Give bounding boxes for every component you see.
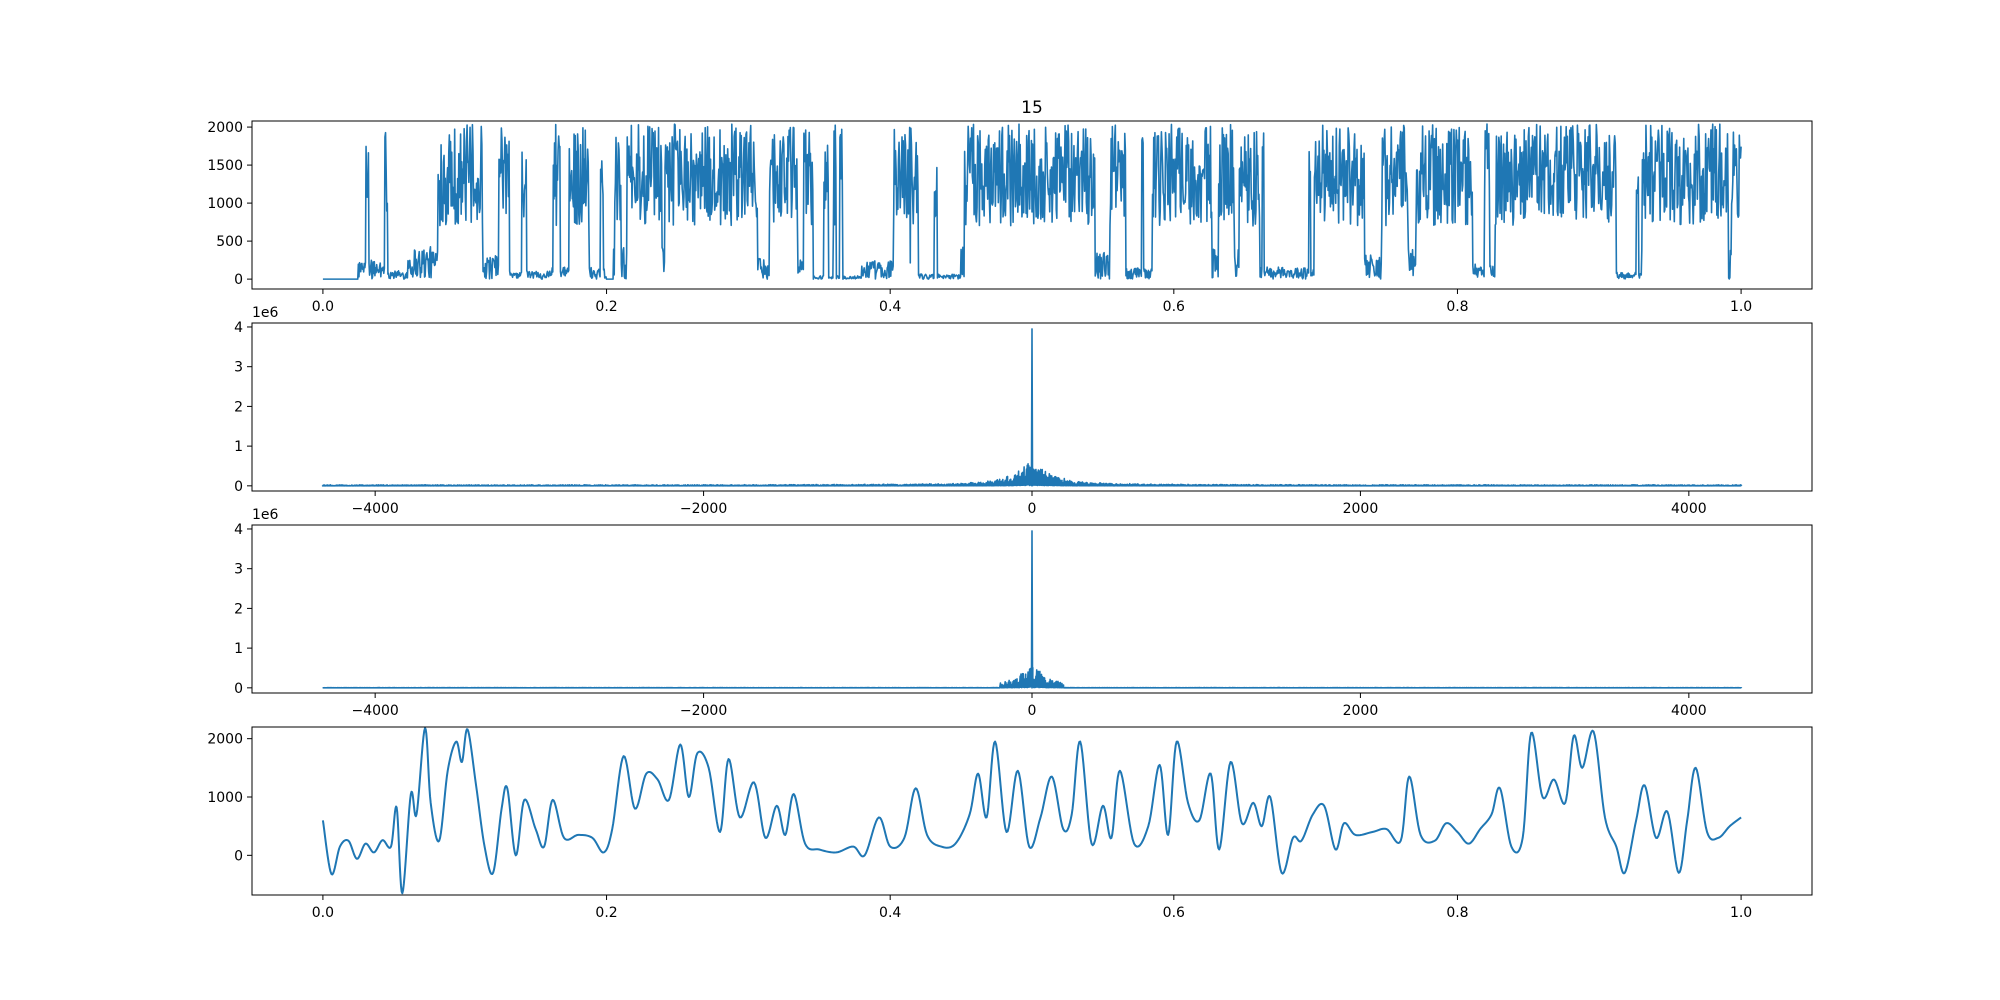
y-tick-label: 2000 [207, 120, 243, 136]
x-tick-label: 0.2 [595, 299, 617, 315]
y-tick-label: 500 [216, 234, 243, 250]
x-tick-label: 0.8 [1446, 299, 1468, 315]
x-tick-label: 0.0 [312, 905, 334, 921]
x-tick-label: 0.0 [312, 299, 334, 315]
y-tick-label: 3 [234, 562, 243, 578]
figure-title: 15 [1021, 98, 1043, 118]
reconstructed-signal-panel: 0.0 0.2 0.4 0.6 0.8 1.0 0 1000 2000 [207, 726, 1813, 921]
x-tick-label: 4000 [1671, 703, 1707, 719]
x-tick-label: 0.6 [1163, 299, 1185, 315]
time-signal-panel: 0.0 0.2 0.4 0.6 0.8 1.0 0 500 1000 1500 2000 [207, 120, 1813, 315]
x-tick-label: 1.0 [1730, 299, 1752, 315]
y-tick-label: 0 [234, 681, 243, 697]
x-tick-label: 4000 [1671, 501, 1707, 517]
series-line [321, 328, 1743, 487]
x-tick-label: 0 [1028, 703, 1037, 719]
y-tick-label: 0 [234, 272, 243, 288]
y-tick-label: 1 [234, 641, 243, 657]
axes-frame [251, 726, 1813, 896]
x-tick-label: 0.6 [1163, 905, 1185, 921]
x-tick-label: 0.4 [879, 299, 901, 315]
y-tick-label: 2 [234, 399, 243, 415]
x-tick-label: 0.8 [1446, 905, 1468, 921]
x-tick-label: −2000 [680, 703, 727, 719]
x-tick-label: 0 [1028, 501, 1037, 517]
x-tick-label: 2000 [1343, 501, 1379, 517]
series-line [322, 123, 1742, 280]
y-tick-label: 2000 [207, 732, 243, 748]
x-tick-label: 0.4 [879, 905, 901, 921]
y-tick-label: 0 [234, 479, 243, 495]
x-tick-label: 1.0 [1730, 905, 1752, 921]
y-tick-label: 0 [234, 848, 243, 864]
y-tick-label: 4 [234, 320, 243, 336]
y-tick-label: 2 [234, 601, 243, 617]
x-tick-label: −4000 [351, 703, 398, 719]
offset-label: 1e6 [252, 305, 279, 321]
series-line [322, 530, 1743, 689]
axes-frame [251, 120, 1813, 290]
y-tick-label: 1500 [207, 158, 243, 174]
y-tick-label: 1000 [207, 790, 243, 806]
y-tick-label: 4 [234, 522, 243, 538]
x-tick-label: 0.2 [595, 905, 617, 921]
y-tick-label: 1 [234, 439, 243, 455]
x-tick-label: 2000 [1343, 703, 1379, 719]
x-tick-label: −2000 [680, 501, 727, 517]
x-tick-label: −4000 [351, 501, 398, 517]
series-line [321, 727, 1742, 895]
y-tick-label: 3 [234, 360, 243, 376]
spectrum-panel: −4000 −2000 0 2000 4000 0 1 2 3 4 1e6 [234, 305, 1813, 517]
offset-label: 1e6 [252, 507, 279, 523]
y-tick-label: 1000 [207, 196, 243, 212]
filtered-spectrum-panel: −4000 −2000 0 2000 4000 0 1 2 3 4 1e6 [234, 507, 1813, 719]
